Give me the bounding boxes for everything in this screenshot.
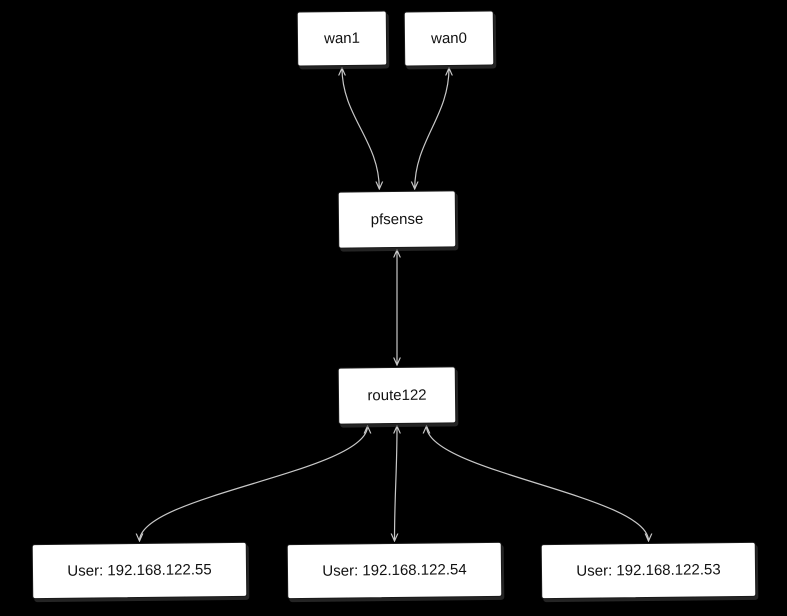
diagram-canvas: { "diagram": { "type": "network", "backg… xyxy=(0,0,787,616)
node-user53: User: 192.168.122.53 xyxy=(541,542,757,599)
node-user55: User: 192.168.122.55 xyxy=(32,542,248,599)
node-label: User: 192.168.122.55 xyxy=(67,561,211,580)
edge xyxy=(342,68,379,189)
node-route122: route122 xyxy=(338,366,457,424)
edge xyxy=(395,426,398,541)
node-label: pfsense xyxy=(371,211,424,229)
edge xyxy=(427,426,649,541)
node-label: wan1 xyxy=(324,30,360,47)
node-label: wan0 xyxy=(431,30,467,47)
node-label: User: 192.168.122.53 xyxy=(576,561,720,580)
edges-layer xyxy=(0,0,787,616)
node-user54: User: 192.168.122.54 xyxy=(287,542,503,599)
edge xyxy=(140,426,368,541)
node-label: User: 192.168.122.54 xyxy=(322,561,466,580)
node-wan0: wan0 xyxy=(404,11,495,67)
node-pfsense: pfsense xyxy=(338,190,457,248)
edge xyxy=(415,68,449,189)
node-label: route122 xyxy=(367,387,426,405)
node-wan1: wan1 xyxy=(297,11,388,67)
